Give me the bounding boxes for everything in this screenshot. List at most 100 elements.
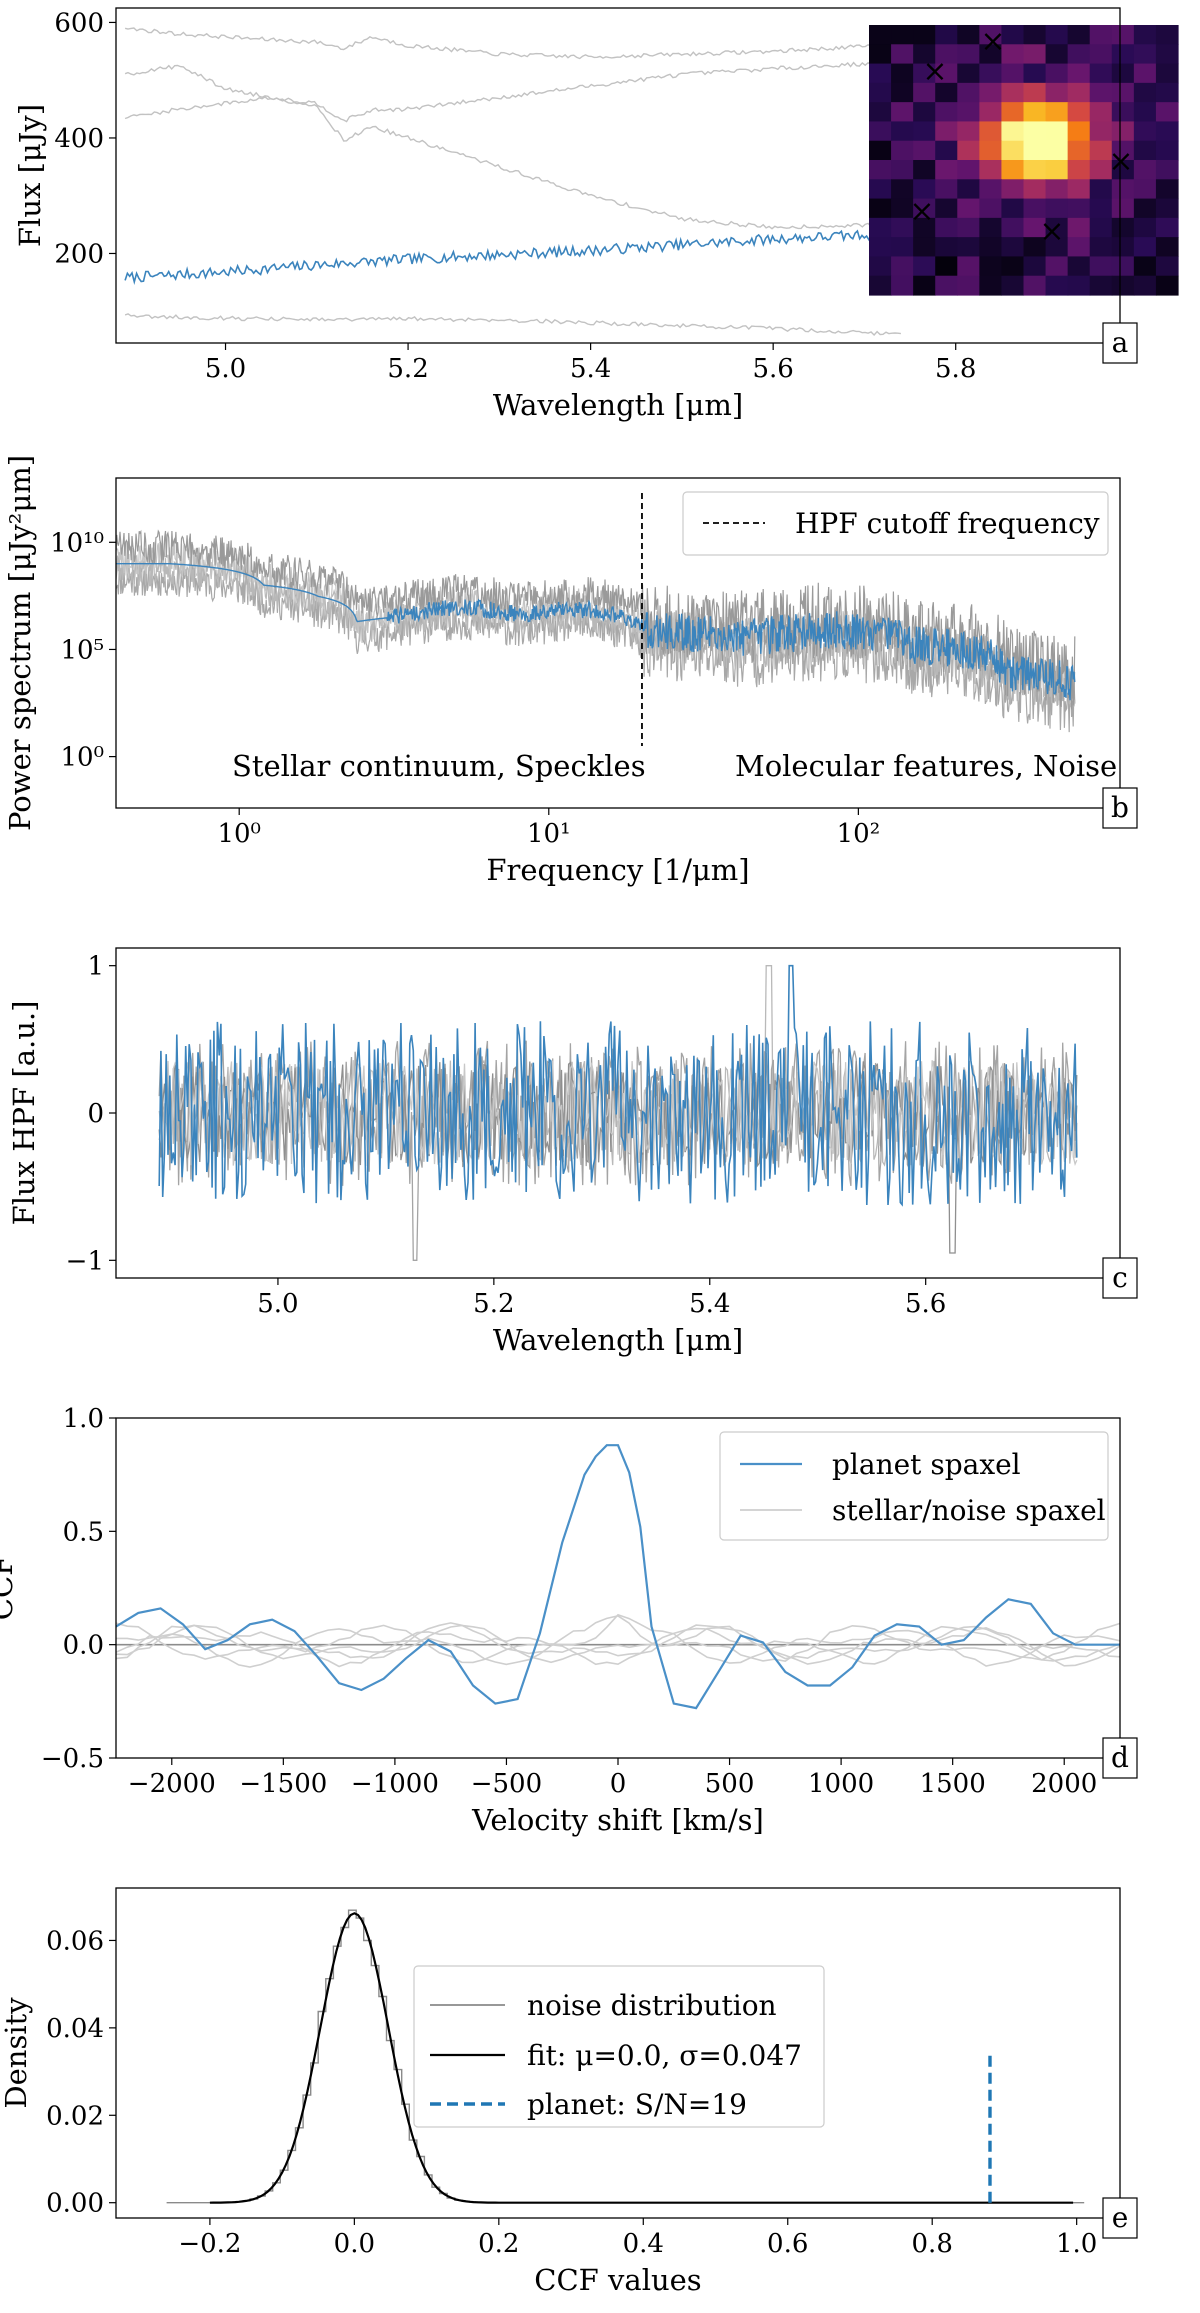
heatmap-cell — [1045, 63, 1069, 84]
heatmap-cell — [891, 198, 914, 219]
plot-frame-e — [115, 1887, 1121, 2219]
heatmap-cell — [1023, 256, 1047, 277]
y-axis-label-d: CCF — [0, 1556, 19, 1621]
heatmap-cell — [869, 140, 892, 161]
heatmap-cell — [1155, 25, 1179, 45]
heatmap-cell — [869, 217, 892, 238]
heatmap-cell — [935, 121, 958, 142]
heatmap-cell — [1089, 179, 1113, 200]
x-axis-label-b: Frequency [1/μm] — [486, 853, 749, 887]
heatmap-cell — [1023, 179, 1047, 200]
annotation-stellar: Stellar continuum, Speckles — [232, 749, 646, 783]
heatmap-cell — [869, 275, 892, 296]
heatmap-cell — [1023, 25, 1047, 45]
plot-area-a — [124, 27, 901, 337]
heatmap-cell — [1133, 275, 1157, 296]
heatmap-cell — [1133, 160, 1157, 180]
heatmap-cell — [1067, 82, 1091, 103]
x-tick-label-d: 2000 — [1031, 1769, 1097, 1799]
x-tick-label-e: 1.0 — [1056, 2229, 1097, 2259]
annotation-molecular: Molecular features, Noise — [735, 749, 1117, 783]
x-tick-label-e: 0.0 — [334, 2229, 375, 2259]
heatmap-cell — [1067, 160, 1091, 180]
plot-frame-b — [115, 477, 1121, 809]
x-tick-label-d: 1000 — [808, 1769, 874, 1799]
heatmap-cell — [1067, 237, 1091, 258]
heatmap-cell — [979, 121, 1003, 142]
heatmap-cell — [891, 179, 914, 200]
heatmap-cell — [979, 237, 1003, 258]
panel-label-b: b — [1111, 791, 1129, 824]
x-tick-label-c: 5.2 — [473, 1289, 514, 1319]
inset-marker-star: × — [1039, 214, 1064, 249]
heatmap-cell — [1111, 82, 1135, 103]
y-axis-label-e: Density — [0, 1997, 33, 2109]
x-axis-label-a: Wavelength [μm] — [493, 388, 743, 422]
x-tick-label-d: −500 — [471, 1769, 542, 1799]
heatmap-cell — [1089, 25, 1113, 45]
heatmap-cell — [1067, 25, 1091, 45]
panel-label-box-c — [1102, 1257, 1138, 1299]
heatmap-cell — [957, 256, 980, 277]
heatmap-cell — [913, 217, 936, 238]
panel-label-box-e — [1102, 2197, 1138, 2239]
heatmap-cell — [891, 256, 914, 277]
plot-area-b — [116, 529, 1076, 733]
heatmap-cell — [1089, 256, 1113, 277]
heatmap-cell — [1155, 217, 1179, 238]
heatmap-cell — [935, 25, 958, 45]
y-axis-label-c: Flux HPF [a.u.] — [7, 1001, 41, 1226]
y-tick-label-c: 1 — [87, 952, 104, 982]
heatmap-cell — [935, 63, 958, 84]
heatmap-cell — [935, 275, 958, 296]
x-tick-label-a: 5.2 — [387, 354, 428, 384]
heatmap-cell — [1023, 160, 1047, 180]
legend-label-planet: planet spaxel — [832, 1448, 1021, 1481]
heatmap-cell — [1045, 179, 1069, 200]
panel-label-e: e — [1112, 2201, 1129, 2234]
heatmap-cell — [957, 25, 980, 45]
heatmap-cell — [979, 179, 1003, 200]
heatmap-cell — [869, 256, 892, 277]
heatmap-cell — [957, 44, 980, 65]
y-tick-label-d: 0.0 — [63, 1631, 104, 1661]
spectrum-line-stellar-3 — [124, 96, 884, 230]
x-tick-label-a: 5.6 — [752, 354, 793, 384]
heatmap-cell — [935, 256, 958, 277]
x-tick-label-a: 5.0 — [205, 354, 246, 384]
heatmap-cell — [1001, 44, 1025, 65]
heatmap-cell — [1045, 25, 1069, 45]
ccf-planet-line — [116, 1444, 1120, 1710]
heatmap-cell — [1089, 160, 1113, 180]
heatmap-cell — [913, 237, 936, 258]
hpf-flux-planet-line — [158, 964, 1078, 1207]
heatmap-cell — [1111, 102, 1135, 123]
heatmap-cell — [1111, 217, 1135, 238]
heatmap-cell — [957, 198, 980, 219]
heatmap-cell — [1001, 63, 1025, 84]
y-axis-label-a: Flux [μJy] — [13, 104, 47, 247]
heatmap-cell — [1001, 275, 1025, 296]
heatmap-cell — [913, 102, 936, 123]
heatmap-cell — [979, 256, 1003, 277]
heatmap-cell — [891, 44, 914, 65]
inset-heatmap — [869, 25, 1179, 296]
inset-marker-planet: × — [922, 54, 947, 89]
x-tick-label-c: 5.0 — [257, 1289, 298, 1319]
heatmap-cell — [913, 25, 936, 45]
heatmap-cell — [1155, 275, 1179, 296]
plot-area-e — [166, 1909, 1085, 2204]
legend-box-e — [413, 1965, 825, 2128]
heatmap-cell — [957, 237, 980, 258]
y-tick-label-d: 0.5 — [63, 1517, 104, 1547]
x-tick-label-d: −2000 — [128, 1769, 216, 1799]
spectrum-line-planet — [124, 226, 884, 286]
y-tick-label-a: 400 — [54, 124, 104, 154]
heatmap-cell — [1111, 44, 1135, 65]
heatmap-cell — [913, 82, 936, 103]
heatmap-cell — [1001, 121, 1025, 142]
heatmap-cell — [957, 275, 980, 296]
heatmap-cell — [1089, 63, 1113, 84]
x-tick-label-e: 0.6 — [767, 2229, 808, 2259]
heatmap-cell — [891, 217, 914, 238]
